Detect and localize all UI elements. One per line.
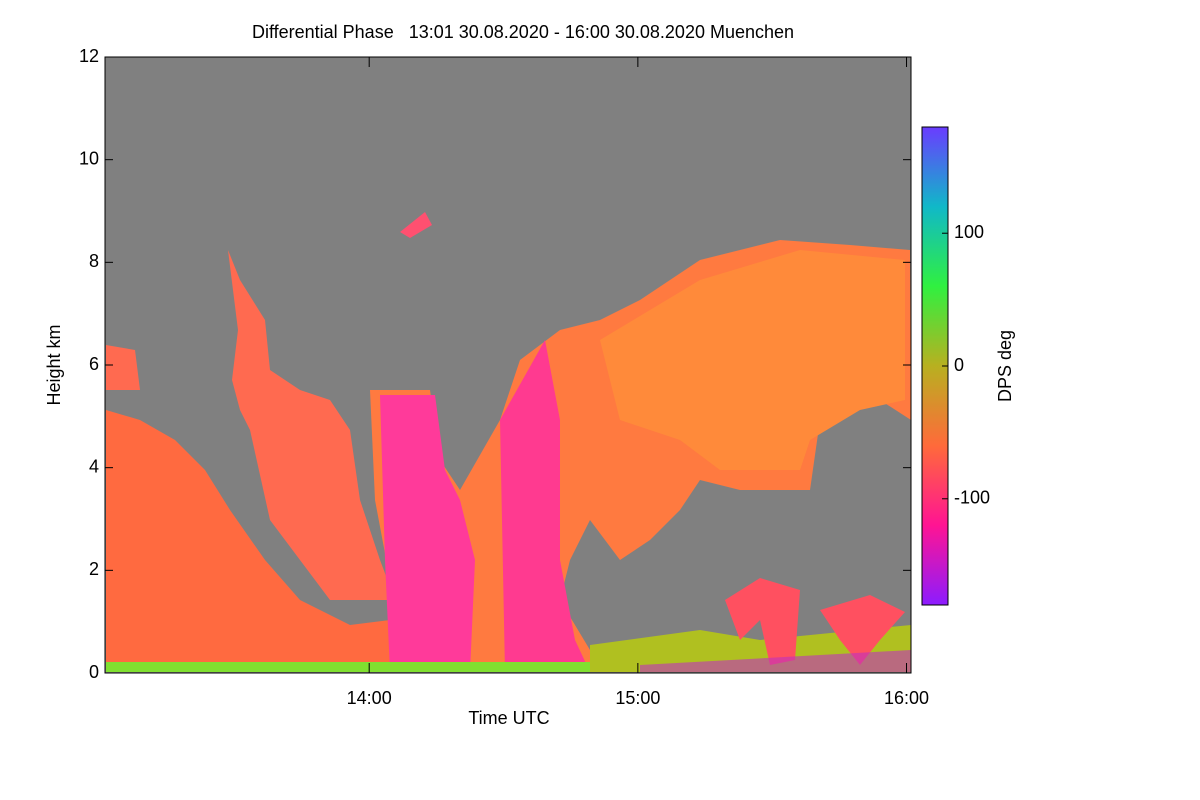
echo-region xyxy=(400,212,432,238)
y-tick-label: 0 xyxy=(89,662,99,682)
colorbar-tick-label: 0 xyxy=(954,355,964,375)
y-tick-label: 2 xyxy=(89,559,99,579)
echo-region xyxy=(820,595,905,665)
y-tick-label: 12 xyxy=(79,46,99,66)
field xyxy=(106,212,911,672)
colorbar-tick-label: 100 xyxy=(954,222,984,242)
echo-region xyxy=(106,662,590,672)
y-tick-label: 8 xyxy=(89,251,99,271)
echo-region xyxy=(228,250,395,600)
y-tick-label: 4 xyxy=(89,456,99,476)
echo-region xyxy=(380,395,475,672)
x-tick-label: 14:00 xyxy=(347,688,392,708)
x-tick-label: 16:00 xyxy=(884,688,929,708)
y-tick-label: 6 xyxy=(89,354,99,374)
echo-region xyxy=(725,578,800,665)
x-tick-label: 15:00 xyxy=(615,688,660,708)
echo-region xyxy=(600,250,905,470)
echo-region xyxy=(500,340,590,672)
y-tick-label: 10 xyxy=(79,148,99,168)
echo-region xyxy=(640,650,911,672)
y-axis-label: Height km xyxy=(44,324,64,405)
echo-region xyxy=(106,410,395,672)
echo-region xyxy=(106,345,140,390)
x-axis-label: Time UTC xyxy=(468,708,549,728)
colorbar-label: DPS deg xyxy=(995,330,1015,402)
colorbar-tick-label: -100 xyxy=(954,488,990,508)
chart-title: Differential Phase 13:01 30.08.2020 - 16… xyxy=(252,22,794,42)
